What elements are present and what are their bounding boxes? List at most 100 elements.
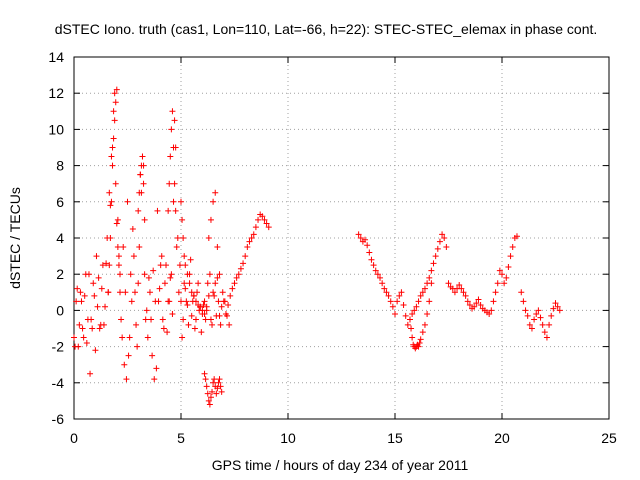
data-point — [185, 321, 192, 328]
data-point — [171, 117, 178, 124]
data-point — [428, 280, 435, 287]
data-point — [424, 311, 431, 318]
data-point — [224, 312, 231, 319]
data-point — [181, 253, 188, 260]
data-point — [103, 260, 110, 267]
data-point — [113, 220, 120, 227]
data-point — [182, 262, 189, 269]
data-point — [252, 224, 259, 231]
data-point — [203, 303, 210, 310]
data-point — [78, 298, 85, 305]
data-point — [184, 301, 191, 308]
data-point — [396, 292, 403, 299]
data-point — [528, 325, 535, 332]
data-point — [166, 298, 173, 305]
data-point — [227, 292, 234, 299]
data-point — [140, 180, 147, 187]
data-point — [255, 216, 262, 223]
y-tick-label: 12 — [48, 85, 64, 101]
data-point — [202, 376, 209, 383]
data-point — [451, 289, 458, 296]
data-point — [477, 301, 484, 308]
data-point — [218, 388, 225, 395]
data-point — [426, 274, 433, 281]
data-point — [157, 262, 164, 269]
data-point — [205, 397, 212, 404]
data-point — [377, 274, 384, 281]
data-point — [404, 321, 411, 328]
data-point — [206, 401, 213, 408]
data-point — [217, 321, 224, 328]
x-axis-label: GPS time / hours of day 234 of year 2011 — [212, 457, 469, 473]
data-point — [163, 262, 170, 269]
data-point — [108, 153, 115, 160]
data-point — [211, 376, 218, 383]
data-point — [531, 316, 538, 323]
data-point — [466, 301, 473, 308]
data-point — [113, 86, 120, 93]
data-point — [211, 292, 218, 299]
data-point — [110, 135, 117, 142]
data-point — [91, 292, 98, 299]
data-point — [77, 289, 84, 296]
data-point — [194, 289, 201, 296]
data-point — [178, 198, 184, 205]
data-point — [533, 311, 540, 318]
data-point — [181, 280, 188, 287]
data-point — [225, 301, 232, 308]
data-point — [488, 307, 495, 314]
data-point — [417, 336, 424, 343]
data-point — [261, 216, 268, 223]
data-point — [84, 316, 91, 323]
data-point — [125, 352, 132, 359]
data-point — [524, 312, 531, 319]
y-tick-label: 8 — [56, 158, 64, 174]
data-point — [155, 298, 162, 305]
data-point — [172, 207, 179, 214]
y-tick-label: 10 — [48, 121, 64, 137]
data-point — [400, 301, 407, 308]
data-point — [218, 303, 225, 310]
data-point — [131, 289, 138, 296]
y-tick-labels: -6 -4 -2 0 2 4 6 8 10 12 14 — [48, 49, 64, 427]
data-point — [159, 316, 166, 323]
data-point — [413, 303, 420, 310]
data-point — [209, 321, 216, 328]
data-point — [430, 260, 437, 267]
data-point — [209, 388, 216, 395]
x-tick-labels: 0 5 10 15 20 25 — [70, 430, 617, 446]
data-point — [136, 244, 143, 251]
data-point — [179, 334, 186, 341]
data-point — [161, 280, 168, 287]
data-point — [421, 285, 428, 292]
data-point — [389, 303, 396, 310]
data-point — [117, 271, 124, 278]
data-points — [71, 86, 563, 408]
data-point — [186, 280, 193, 287]
data-point — [242, 253, 249, 260]
data-point — [503, 274, 510, 281]
data-point — [110, 108, 117, 115]
y-tick-label: 2 — [56, 266, 64, 282]
data-point — [73, 298, 80, 305]
data-point — [490, 298, 497, 305]
x-tick-label: 25 — [601, 430, 617, 446]
data-point — [231, 280, 238, 287]
data-point — [207, 216, 214, 223]
data-point — [458, 285, 465, 292]
data-point — [146, 289, 153, 296]
data-point — [462, 292, 469, 299]
data-point — [204, 280, 211, 287]
data-point — [415, 343, 422, 350]
data-point — [263, 220, 270, 227]
data-point — [212, 189, 219, 196]
data-point — [149, 352, 156, 359]
data-point — [379, 280, 386, 287]
data-point — [203, 383, 210, 390]
data-point — [141, 216, 148, 223]
data-point — [518, 289, 525, 296]
data-point — [385, 292, 392, 299]
data-point — [96, 325, 103, 332]
data-point — [419, 329, 426, 336]
data-point — [215, 298, 222, 305]
